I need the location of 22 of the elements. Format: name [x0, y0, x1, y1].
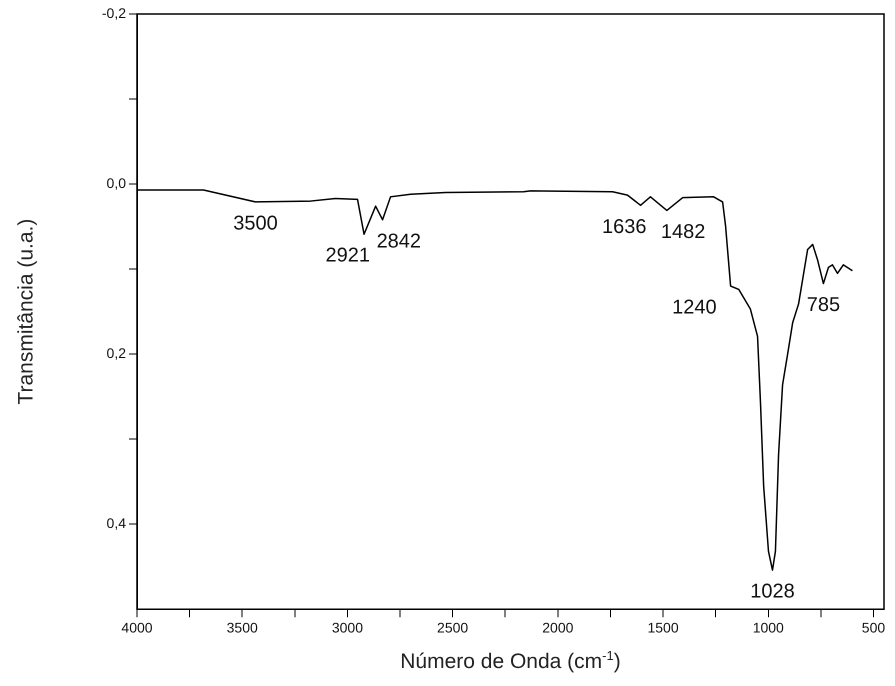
y-tick-label: 0,2: [106, 344, 126, 361]
x-tick-label: 1000: [752, 619, 784, 636]
x-tick-label: 2500: [437, 619, 468, 636]
annotation: 1028: [750, 580, 795, 603]
annotation: 3500: [233, 212, 278, 234]
x-tick-label: 3000: [332, 619, 364, 636]
annotation: 2921: [326, 244, 370, 267]
annotation: 1240: [672, 296, 717, 319]
x-tick-label: 3500: [226, 619, 258, 636]
y-tick-label: 0,0: [106, 174, 126, 191]
x-axis-title: Número de Onda (cm$^{-1}$): [399, 648, 622, 674]
annotation: 1636: [602, 216, 647, 238]
x-tick-label: 4000: [121, 619, 153, 636]
x-tick-label: 1500: [647, 619, 679, 636]
y-axis-title: Transmitância (u.a.): [14, 218, 38, 405]
annotation: 785: [806, 294, 840, 316]
annotation: 2842: [376, 230, 422, 252]
x-tick-label: 2000: [542, 619, 574, 636]
y-tick-label: 0,4: [106, 515, 126, 532]
x-tick-label: 500: [862, 619, 886, 636]
y-tick-label: -0,2: [102, 4, 126, 21]
annotation: 1482: [660, 220, 706, 243]
